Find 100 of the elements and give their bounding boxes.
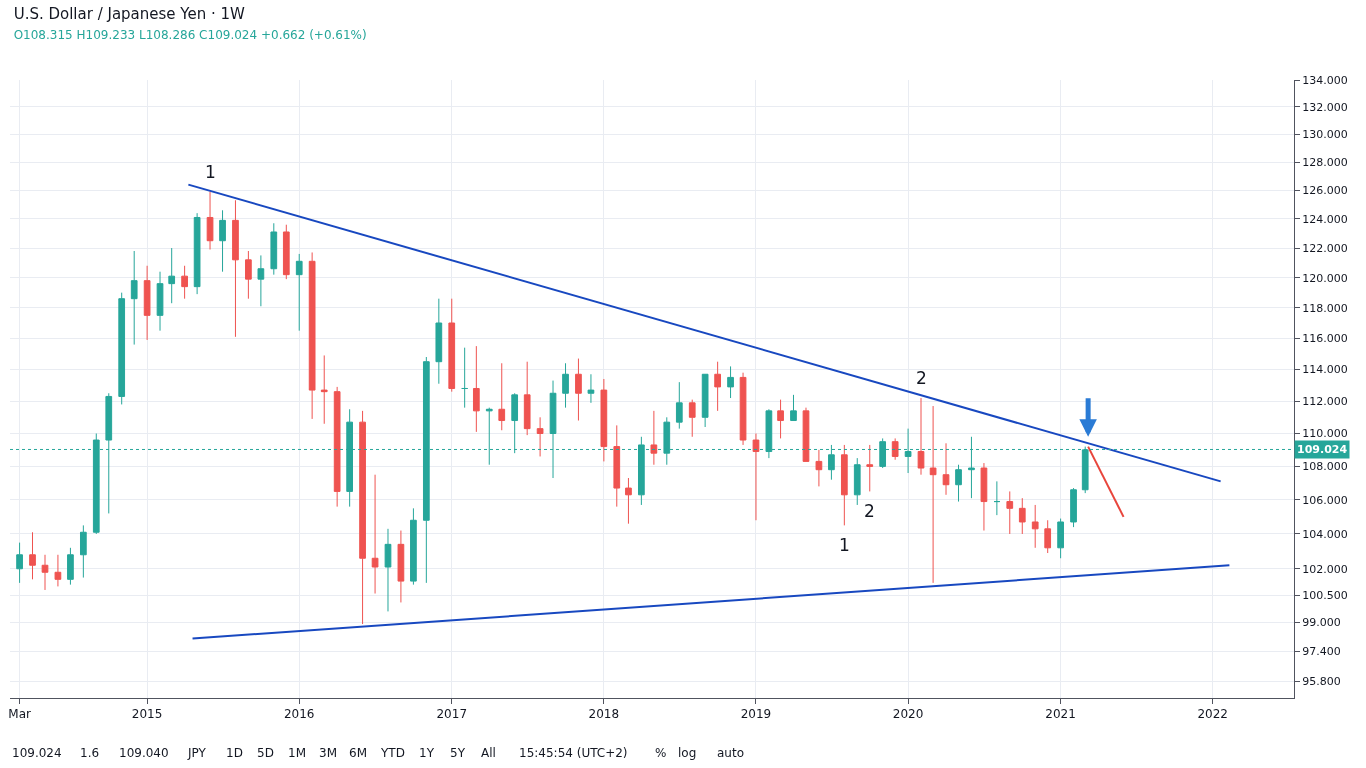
y-tick-label: 100.500 — [1302, 589, 1348, 603]
y-tick-label: 124.000 — [1302, 212, 1348, 226]
y-tick-label: 108.000 — [1302, 460, 1348, 474]
candlestick — [587, 373, 595, 404]
annotation: 1 — [839, 535, 850, 555]
y-tick-label: 99.000 — [1302, 616, 1341, 630]
candlestick — [613, 424, 621, 508]
candlestick — [219, 209, 226, 273]
candlestick — [79, 524, 87, 579]
x-tick-label: 2022 — [1197, 707, 1228, 722]
candlestick — [193, 212, 201, 295]
text: JPY — [187, 746, 207, 760]
candlestick — [625, 477, 632, 525]
y-tick-label: 114.000 — [1302, 363, 1348, 377]
candlestick — [295, 253, 303, 332]
candlestick — [156, 271, 164, 332]
candlestick — [498, 362, 506, 431]
text: 5Y — [450, 746, 466, 760]
candlestick — [333, 386, 341, 508]
candlestick — [206, 191, 214, 251]
candlestick — [371, 474, 379, 595]
candlestick — [815, 449, 823, 487]
candlestick — [840, 444, 848, 526]
candlestick — [257, 254, 265, 307]
x-tick-label: 2017 — [436, 707, 468, 722]
candlestick — [168, 247, 176, 304]
candlestick — [891, 437, 899, 461]
x-tick-label: 2020 — [892, 707, 924, 722]
text: All — [481, 746, 496, 760]
candlestick — [232, 199, 239, 338]
candlestick — [1070, 487, 1077, 528]
text: 109.040 — [119, 746, 169, 760]
candlestick — [67, 547, 74, 586]
candlestick — [181, 265, 188, 300]
candlestick — [777, 399, 784, 439]
x-tick-label: Mar — [8, 707, 31, 722]
y-tick-label: 126.000 — [1302, 184, 1348, 198]
candlestick — [282, 224, 290, 280]
candlestick — [688, 399, 696, 438]
candlestick — [397, 530, 405, 603]
candlestick — [54, 554, 62, 587]
y-tick-label: 118.000 — [1302, 301, 1348, 315]
candlestick — [714, 361, 721, 412]
candlestick — [16, 542, 23, 584]
text: % — [655, 746, 667, 760]
y-tick-label: 97.400 — [1302, 645, 1341, 659]
candlestick — [739, 372, 747, 446]
candlestick — [41, 554, 49, 591]
candlestick — [752, 433, 760, 521]
candlestick — [790, 394, 797, 422]
candlestick — [600, 378, 608, 462]
candlestick — [435, 298, 443, 385]
y-tick-label: 110.000 — [1302, 427, 1348, 441]
candlestick — [701, 373, 709, 428]
candlestick — [472, 345, 480, 433]
candlestick — [29, 531, 36, 580]
candlestick — [1044, 519, 1052, 554]
annotation: 2 — [916, 368, 927, 388]
text: 6M — [349, 746, 367, 760]
candlestick — [650, 410, 658, 466]
y-tick-label: 116.000 — [1302, 332, 1348, 346]
annotation: 2 — [864, 501, 875, 521]
y-tick-label: 106.000 — [1302, 493, 1348, 507]
candlestick — [448, 298, 456, 393]
candlestick — [802, 407, 810, 462]
candlestick — [1006, 490, 1014, 535]
x-tick-label: 2021 — [1045, 707, 1076, 722]
text: YTD — [380, 746, 405, 760]
y-tick-label: 132.000 — [1302, 100, 1348, 114]
text: 1.6 — [80, 746, 100, 760]
candlestick — [980, 462, 988, 532]
candlestick — [675, 381, 683, 430]
y-tick-label: 120.000 — [1302, 271, 1348, 285]
candlestick — [130, 250, 138, 346]
candlestick — [308, 251, 316, 420]
candlestick — [929, 405, 937, 584]
y-tick-label: 104.000 — [1302, 527, 1348, 541]
candlestick — [359, 410, 366, 625]
candlestick — [118, 292, 126, 405]
candlestick — [727, 365, 734, 399]
candlestick — [523, 361, 531, 436]
y-tick-label: 134.000 — [1302, 73, 1348, 87]
chart-subtitle: O108.315 H109.233 L108.286 C109.024 +0.662 (+0.61%) — [13, 27, 367, 42]
candlestick — [320, 354, 328, 425]
candlestick — [1031, 504, 1039, 549]
y-tick-label: 102.000 — [1302, 562, 1348, 576]
candlestick — [461, 347, 469, 409]
text: log — [678, 746, 697, 760]
chart-title: U.S. Dollar / Japanese Yen · 1W — [13, 5, 246, 24]
annotation: 1 — [205, 162, 216, 182]
y-tick-label: 112.000 — [1302, 395, 1348, 409]
candlestick — [536, 416, 544, 457]
x-tick-label: 2016 — [283, 707, 315, 722]
text: auto — [717, 746, 745, 760]
candlestick — [993, 480, 1001, 516]
candlestick — [1057, 518, 1064, 559]
candlestick — [1018, 497, 1026, 535]
candlestick — [575, 358, 582, 422]
y-tick-label: 122.000 — [1302, 241, 1348, 255]
text: 3M — [319, 746, 337, 760]
